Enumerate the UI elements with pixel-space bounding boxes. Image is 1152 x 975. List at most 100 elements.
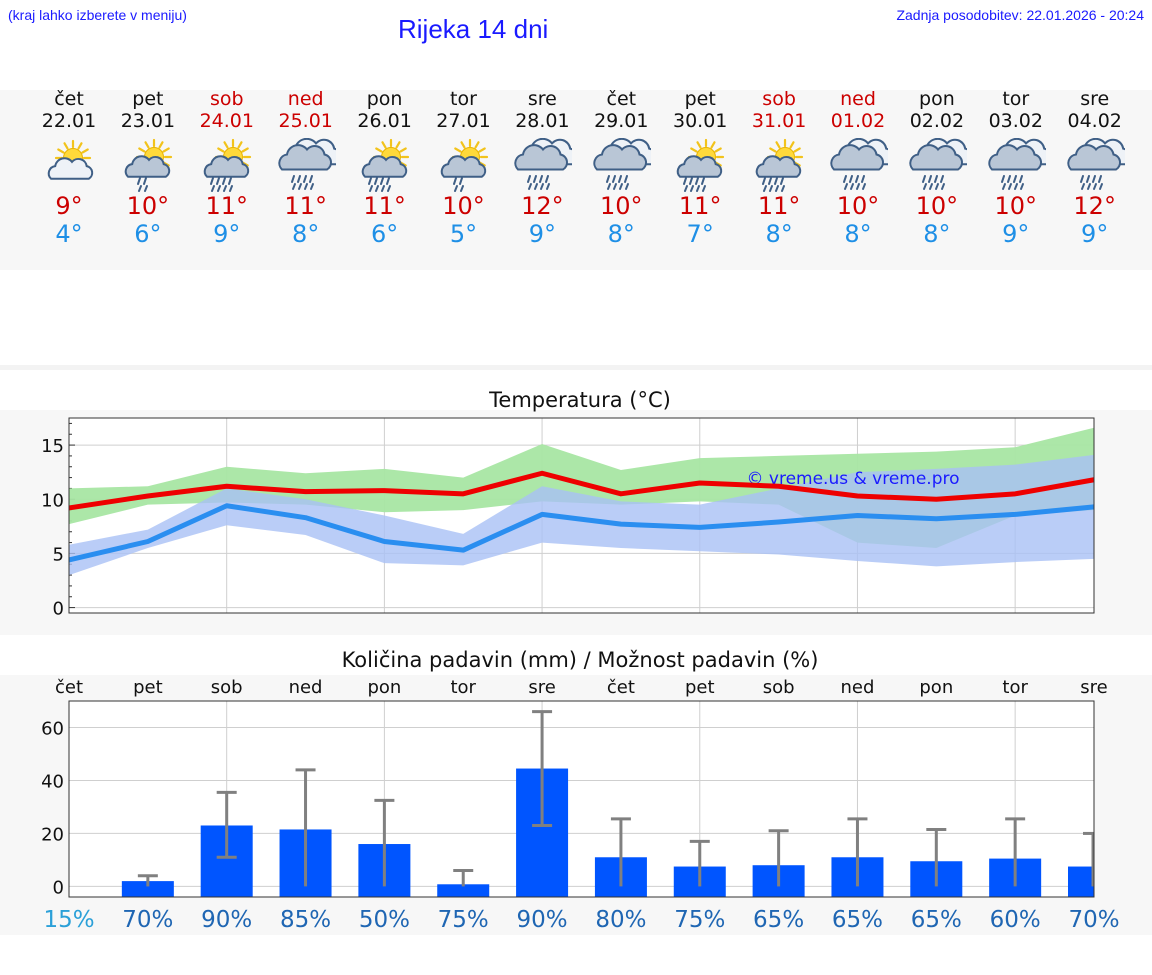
day-label: pon [367,677,401,698]
precip-probability: 60% [990,907,1041,933]
forecast-day: tor 27.01 10° 5° [419,88,509,248]
page-title: Rijeka 14 dni [398,14,549,44]
cloud-rain-icon [514,138,573,190]
day-date: 22.01 [41,110,97,132]
day-name: ned [840,88,876,110]
day-date: 04.02 [1067,110,1122,132]
day-date: 24.01 [199,110,254,132]
day-label: tor [1002,677,1028,698]
precip-probability: 65% [753,907,804,933]
temp-min: 9° [1081,220,1109,248]
menu-hint: (kraj lahko izberete v meniju) [8,7,187,23]
day-name: čet [54,88,84,110]
precip-probability: 75% [438,907,489,933]
forecast-day: pon 02.02 10° 8° [892,88,982,248]
day-date: 30.01 [672,110,728,132]
temp-max: 10° [126,192,170,220]
precip-bar [1068,866,1094,897]
temp-min: 7° [686,220,714,248]
precip-probability: 50% [359,907,410,933]
day-name: sre [527,88,557,110]
y-tick-label: 15 [41,436,64,457]
precip-probability: 65% [911,907,962,933]
sun-cloud-rain-icon [676,138,725,192]
day-label: čet [55,677,83,698]
day-date: 27.01 [436,110,491,132]
forecast-day: ned 25.01 11° 8° [261,88,351,248]
cloud-rain-icon [1067,138,1125,190]
day-label: ned [289,677,323,698]
day-name: sre [1080,88,1110,110]
day-label: sre [528,677,555,698]
sun-cloud-rain-icon [203,138,251,192]
day-name: sob [762,88,796,110]
watermark: © vreme.us & vreme.pro [746,469,959,489]
day-date: 23.01 [120,110,176,132]
forecast-day: sob 24.01 11° 9° [182,88,272,248]
day-label: pet [685,677,715,698]
day-label: pet [133,677,163,698]
y-tick-label: 10 [41,490,64,511]
cloud-rain-icon [830,138,888,190]
precip-probability: 85% [280,907,331,933]
precipitation-chart: 0 20 40 60 čet pet sob ned pon tor sre čet pet sob ned… [41,677,1119,933]
temp-max: 9° [55,192,83,220]
temp-min: 9° [1002,220,1030,248]
temp-max: 12° [521,192,564,220]
forecast-day: pet 23.01 10° 6° [103,88,193,248]
temp-max: 11° [757,192,801,220]
y-tick-label: 5 [53,544,64,565]
sun-cloud-rain-icon [361,138,409,192]
min-range-band [69,454,1094,576]
min-temperature-line [68,503,1095,563]
day-name: tor [1002,88,1030,110]
cloud-rain-icon [909,138,967,190]
temp-min: 6° [134,220,162,248]
day-label: sob [211,677,243,698]
temp-max: 10° [836,192,880,220]
temp-min: 4° [55,220,83,248]
day-label: pon [919,677,953,698]
cloud-rain-icon [278,138,336,190]
temp-min: 5° [449,220,478,248]
y-tick-label: 20 [41,824,64,845]
precip-bar [437,884,490,897]
precipitation-chart-title: Količina padavin (mm) / Možnost padavin … [341,648,819,672]
temp-max: 10° [994,192,1038,220]
temperature-chart-title: Temperatura (°C) [489,388,671,412]
forecast-day: čet 29.01 10° 8° [576,88,666,248]
day-date: 28.01 [515,110,570,132]
temp-min: 9° [528,220,557,248]
temp-max: 11° [205,192,249,220]
divider [0,365,1152,370]
temp-min: 9° [213,220,241,248]
temp-max: 11° [678,192,722,220]
cloud-rain-icon [988,138,1046,190]
forecast-day: ned 01.02 10° 8° [813,88,903,248]
temp-min: 8° [292,220,320,248]
day-name: tor [450,88,477,110]
forecast-day: tor 03.02 10° 9° [971,88,1061,248]
precip-probability: 70% [1068,907,1119,933]
temp-min: 8° [765,220,793,248]
temp-max: 11° [284,192,327,220]
day-name: ned [287,88,324,110]
precip-probability: 75% [674,907,725,933]
day-label: sob [763,677,795,698]
precip-probability: 80% [595,907,646,933]
temperature-chart: 0 5 10 15 © vreme.us & vreme.pro [41,417,1095,620]
day-name: pet [684,88,716,110]
partly-sunny-icon [47,139,94,180]
forecast-band [0,90,1152,270]
temp-min: 8° [607,220,635,248]
day-name: pon [919,88,955,110]
temp-max: 10° [915,192,959,220]
cloud-rain-icon [593,138,652,190]
day-label: sre [1080,677,1107,698]
forecast-strip: čet 22.01 9° 4° pet 23.01 10° 6° sob 24.01 11° 9° ne… [30,88,1152,258]
temp-max: 12° [1073,192,1116,220]
precip-probability: 70% [122,907,173,933]
max-temperature-line [68,470,1095,511]
precip-probability: 90% [517,907,568,933]
day-date: 03.02 [988,110,1043,132]
